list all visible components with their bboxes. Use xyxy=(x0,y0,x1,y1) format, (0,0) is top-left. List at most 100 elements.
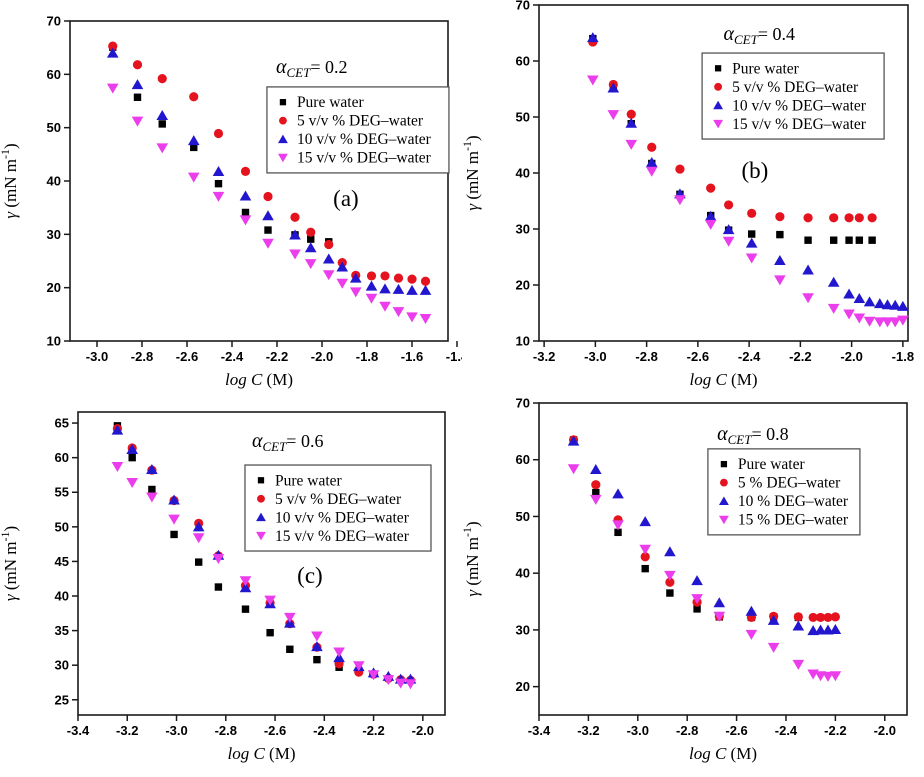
data-point xyxy=(639,516,652,527)
data-point xyxy=(239,215,252,226)
plot-frame xyxy=(69,20,449,342)
data-point xyxy=(379,301,391,312)
y-tick-label: 60 xyxy=(516,54,530,69)
data-point xyxy=(567,435,580,446)
data-point xyxy=(131,116,144,127)
x-tick-label: -3.2 xyxy=(116,723,138,738)
data-point xyxy=(366,271,377,281)
subplot-a: -3.0 -2.8 -2.6 -2.4 -2.2 -2.0 -1.8 -1.6 -1.4 10 20… xyxy=(0,0,462,390)
data-point xyxy=(590,463,602,474)
data-point xyxy=(745,237,758,248)
legend-label: Pure water xyxy=(297,94,365,111)
data-point xyxy=(844,213,854,223)
data-point xyxy=(745,629,758,640)
data-point xyxy=(336,278,349,289)
data-point xyxy=(747,208,757,218)
x-tick-label: -2.8 xyxy=(635,349,657,364)
x-tick-label: -2.8 xyxy=(215,723,237,738)
x-tick-label: -2.8 xyxy=(131,349,153,364)
data-point xyxy=(311,641,323,652)
data-point xyxy=(324,239,334,250)
legend-label: 5 v/v % DEG–water xyxy=(275,491,402,508)
y-tick-label: 70 xyxy=(516,0,530,13)
data-point xyxy=(774,254,786,265)
y-tick-label: 65 xyxy=(55,416,69,431)
panel-label: (c) xyxy=(297,563,323,588)
data-point xyxy=(239,582,252,593)
data-point xyxy=(349,272,362,283)
data-point xyxy=(214,179,223,188)
x-tick-label: -3.4 xyxy=(67,723,90,738)
legend-marker-triangle-up xyxy=(278,134,288,144)
y-tick-label: 40 xyxy=(55,589,69,604)
data-point xyxy=(284,612,296,623)
series-magenta xyxy=(567,464,842,682)
data-point xyxy=(133,93,142,101)
legend-marker-triangle-down xyxy=(278,153,288,163)
data-point xyxy=(845,236,853,244)
data-point xyxy=(146,492,158,503)
data-point xyxy=(214,583,223,591)
x-tick-label: -2.2 xyxy=(824,723,846,738)
data-point xyxy=(639,544,652,555)
x-tick-label: -1.8 xyxy=(892,349,914,364)
data-point xyxy=(333,647,345,658)
data-point xyxy=(590,494,602,505)
data-point xyxy=(829,671,842,682)
data-point xyxy=(827,276,840,287)
x-tick-label: -3.0 xyxy=(86,349,108,364)
legend-label: 15 v/v % DEG–water xyxy=(732,116,867,133)
data-point xyxy=(157,74,167,84)
data-point xyxy=(380,271,390,281)
data-point xyxy=(881,317,894,328)
data-point xyxy=(704,210,717,221)
y-tick-label: 70 xyxy=(47,14,61,29)
y-tick-label: 45 xyxy=(55,554,69,569)
data-point xyxy=(829,213,839,223)
data-point xyxy=(691,575,703,586)
y-tick-label: 30 xyxy=(55,658,69,673)
data-point xyxy=(874,317,886,328)
data-point xyxy=(187,172,200,183)
data-point xyxy=(802,264,814,275)
series-blue xyxy=(111,424,417,684)
data-point xyxy=(170,530,178,539)
data-point xyxy=(313,655,321,664)
legend-marker-circle xyxy=(720,478,728,487)
data-point xyxy=(745,605,758,616)
data-point xyxy=(212,554,225,565)
y-tick-label: 50 xyxy=(47,120,61,135)
x-tick-label: -2.6 xyxy=(687,349,709,364)
x-tick-label: -1.4 xyxy=(446,349,462,364)
data-point xyxy=(767,642,780,653)
x-tick-label: -1.6 xyxy=(401,349,423,364)
data-point xyxy=(213,128,224,139)
data-point xyxy=(322,270,335,281)
plot-frame xyxy=(538,402,908,716)
x-axis-title: log C (M) xyxy=(689,370,757,389)
data-point xyxy=(168,494,180,505)
data-point xyxy=(128,453,136,462)
data-point xyxy=(664,546,676,557)
data-point xyxy=(843,288,855,299)
data-point xyxy=(822,671,834,682)
data-point xyxy=(304,259,317,270)
x-tick-label: -2.4 xyxy=(221,349,244,364)
data-point xyxy=(693,605,701,613)
series-red xyxy=(588,37,877,223)
data-point xyxy=(874,298,886,309)
data-point xyxy=(722,236,735,247)
data-point xyxy=(367,670,380,681)
data-point xyxy=(645,166,658,177)
data-point xyxy=(881,299,894,310)
data-point xyxy=(239,576,252,587)
data-point xyxy=(406,284,418,295)
data-point xyxy=(607,82,620,93)
data-point xyxy=(665,577,675,587)
data-point xyxy=(897,315,909,326)
series-magenta xyxy=(111,462,417,690)
data-point xyxy=(614,528,622,537)
legend-marker-triangle-up xyxy=(718,496,729,506)
data-point xyxy=(626,109,636,119)
data-point xyxy=(591,480,601,490)
